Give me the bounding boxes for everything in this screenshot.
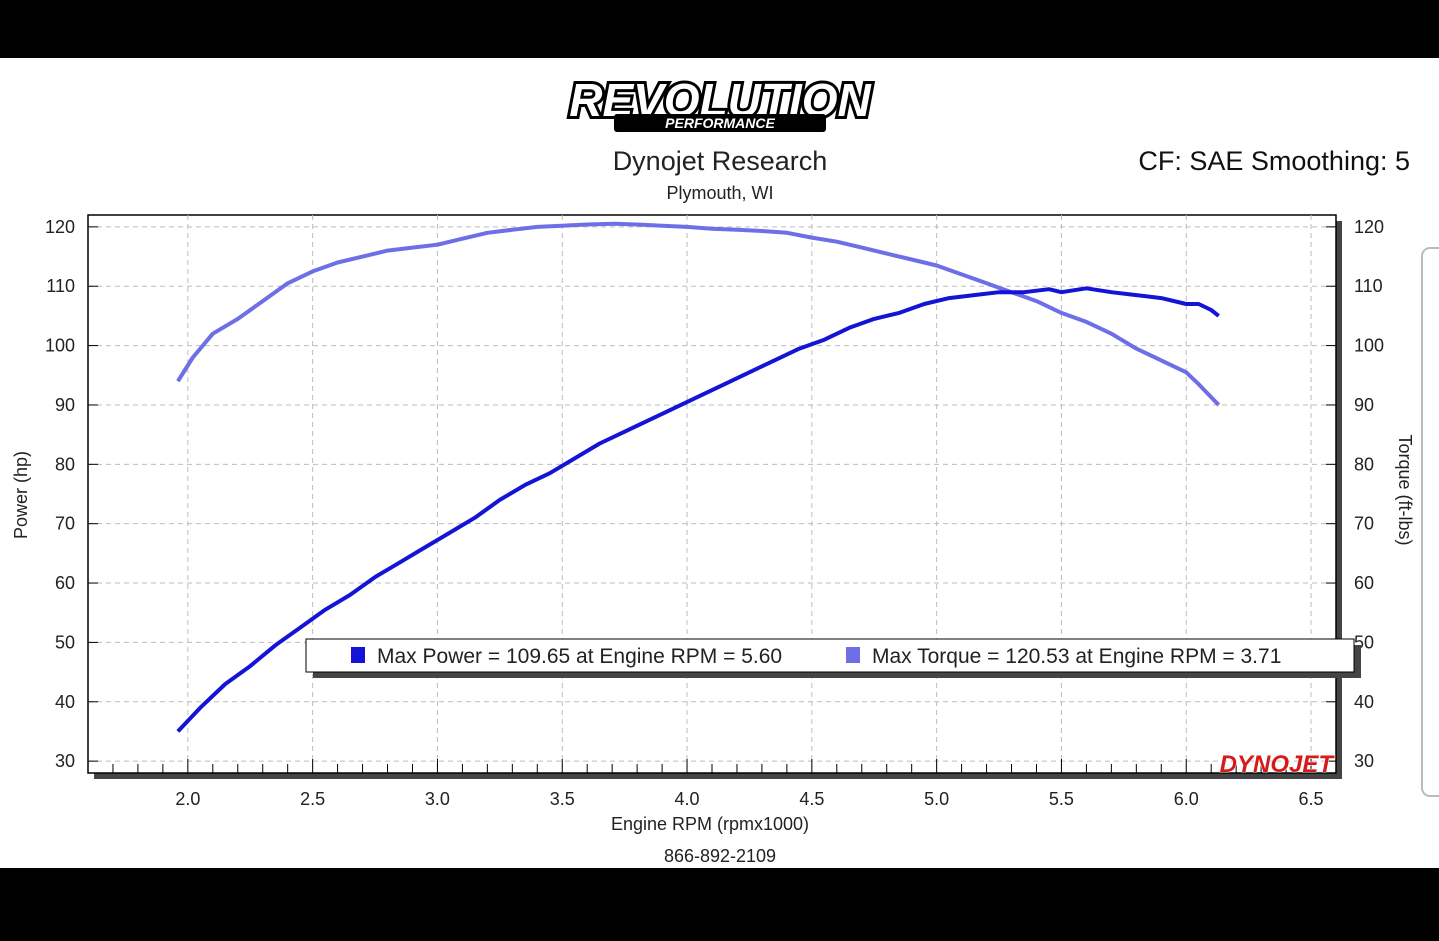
legend-box xyxy=(305,638,1355,673)
chart-title: Dynojet Research xyxy=(613,146,828,176)
correction-factor: CF: SAE Smoothing: 5 xyxy=(1138,146,1410,176)
y-tick-label-right: 110 xyxy=(1354,276,1383,296)
y-tick-label-left: 60 xyxy=(55,573,75,593)
footer-phone: 866-892-2109 xyxy=(664,846,776,866)
legend-power-label: Max Power = 109.65 at Engine RPM = 5.60 xyxy=(377,645,782,668)
x-tick-label: 5.5 xyxy=(1049,789,1074,809)
left-y-tick-labels: 30 40 50 60 70 80 90 100 110 120 xyxy=(45,217,75,771)
legend-torque-label: Max Torque = 120.53 at Engine RPM = 3.71 xyxy=(872,645,1281,668)
y-tick-label-left: 120 xyxy=(45,217,75,237)
logo-banner xyxy=(614,114,826,132)
bottom-black-bar xyxy=(0,868,1439,941)
x-tick-label: 6.5 xyxy=(1299,789,1324,809)
y-tick-label-right: 100 xyxy=(1354,336,1384,356)
y-tick-label-right: 30 xyxy=(1354,751,1374,771)
legend: Max Power = 109.65 at Engine RPM = 5.60 … xyxy=(305,638,1361,678)
x-tick-labels: 2.0 2.5 3.0 3.5 4.0 4.5 5.0 5.5 6.0 6.5 xyxy=(175,789,1323,809)
y-tick-label-right: 40 xyxy=(1354,692,1374,712)
y-tick-label-left: 100 xyxy=(45,336,75,356)
y-tick-label-right: 90 xyxy=(1354,395,1374,415)
y-tick-label-right: 80 xyxy=(1354,454,1374,474)
plot-area xyxy=(87,214,1337,774)
dynojet-watermark: DYNOJET xyxy=(1220,751,1336,778)
axis-ticks xyxy=(87,226,1337,773)
x-tick-label: 3.5 xyxy=(550,789,575,809)
x-axis-title: Engine RPM (rpmx1000) xyxy=(611,814,809,834)
legend-power-swatch xyxy=(351,647,365,663)
power-series-line xyxy=(176,286,1220,733)
legend-torque-swatch xyxy=(846,647,860,663)
y-axis-title-left: Power (hp) xyxy=(11,451,31,539)
y-tick-label-left: 30 xyxy=(55,751,75,771)
x-tick-label: 6.0 xyxy=(1174,789,1199,809)
x-tick-label: 3.0 xyxy=(425,789,450,809)
y-tick-label-left: 50 xyxy=(55,632,75,652)
x-tick-label: 2.0 xyxy=(175,789,200,809)
y-tick-label-left: 110 xyxy=(46,276,75,296)
x-tick-label: 4.5 xyxy=(799,789,824,809)
y-tick-label-left: 80 xyxy=(55,454,75,474)
side-scroll-panel[interactable] xyxy=(1421,247,1439,797)
y-tick-label-right: 70 xyxy=(1354,514,1374,534)
torque-series-line xyxy=(176,221,1221,407)
y-tick-label-left: 90 xyxy=(55,395,75,415)
y-tick-label-right: 120 xyxy=(1354,217,1384,237)
y-tick-label-right: 60 xyxy=(1354,573,1374,593)
x-tick-label: 5.0 xyxy=(924,789,949,809)
revolution-performance-logo: REVOLUTION PERFORMANCE xyxy=(566,71,875,132)
chart-subtitle: Plymouth, WI xyxy=(666,183,773,203)
top-black-bar xyxy=(0,0,1439,58)
x-tick-label: 2.5 xyxy=(300,789,325,809)
y-tick-label-left: 40 xyxy=(55,692,75,712)
logo-sub-text: PERFORMANCE xyxy=(665,115,775,131)
y-axis-title-right: Torque (ft-lbs) xyxy=(1395,434,1415,545)
y-tick-label-left: 70 xyxy=(55,514,75,534)
x-tick-label: 4.0 xyxy=(675,789,700,809)
